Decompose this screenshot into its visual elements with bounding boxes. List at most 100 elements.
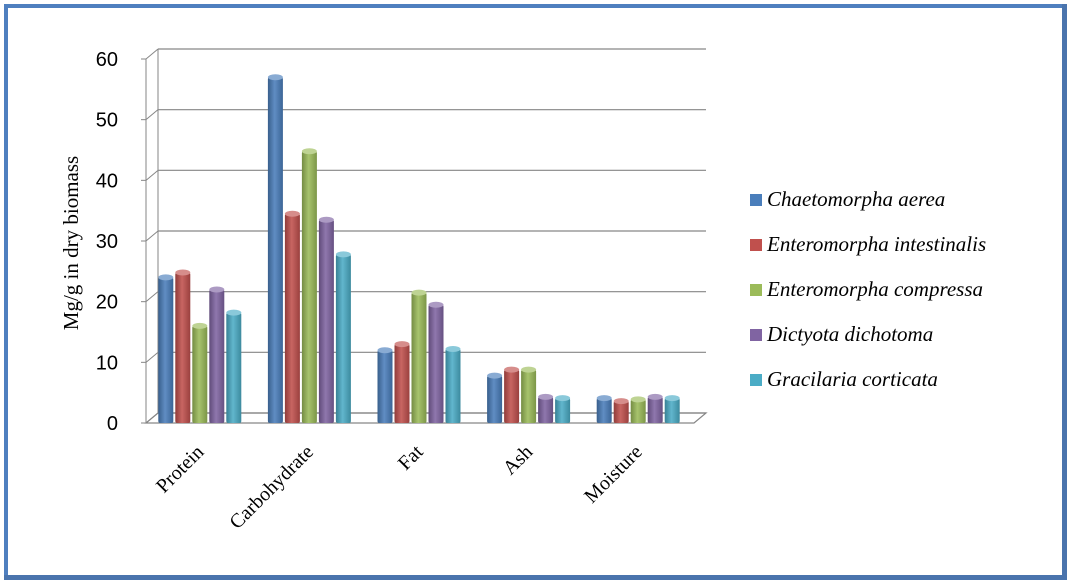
bar-body [521, 369, 537, 423]
bar-body [377, 350, 393, 423]
bar-top [411, 289, 427, 296]
gridline-depth [145, 169, 159, 181]
bar-top [377, 347, 393, 354]
bar [335, 251, 351, 423]
bar-body [301, 151, 317, 424]
gridline-depth [145, 109, 159, 121]
legend: Chaetomorpha aerea Enteromorpha intestina… [750, 187, 986, 391]
bar-top [284, 210, 300, 217]
bar-top [428, 301, 444, 308]
x-category-label: Carbohydrate [225, 441, 318, 534]
bar [267, 74, 283, 423]
bar-top [267, 74, 283, 81]
bar [487, 372, 503, 423]
bar-top [504, 366, 520, 373]
floor-outline [144, 412, 708, 424]
bar-top [538, 393, 554, 400]
bar [394, 341, 410, 423]
bar-top [192, 322, 208, 329]
gridline-depth [145, 230, 159, 242]
bar [538, 393, 554, 423]
gridline-depth [145, 351, 159, 363]
bar [284, 210, 300, 423]
bar [445, 345, 461, 423]
bar-body [318, 219, 334, 423]
bar-top [175, 269, 191, 276]
bar-body [596, 398, 612, 423]
bar-body [428, 304, 444, 423]
x-category-label: Protein [152, 441, 208, 497]
y-tick-label: 50 [96, 110, 118, 132]
bar-body [394, 344, 410, 423]
bar [175, 269, 191, 423]
legend-item: Enteromorpha intestinalis [750, 232, 986, 256]
bar-body [487, 375, 503, 423]
legend-swatch [750, 374, 762, 386]
bar [377, 347, 393, 423]
legend-swatch [750, 239, 762, 251]
bar-body [284, 213, 300, 423]
x-axis-categories: Protein Carbohydrate Fat Ash Moisture [152, 441, 647, 534]
legend-item: Enteromorpha compressa [750, 277, 983, 301]
y-tick-label: 30 [96, 231, 118, 253]
bar-body [555, 398, 571, 423]
y-axis-label: Mg/g in dry biomass [59, 156, 83, 330]
bar [647, 393, 663, 423]
bar-body [630, 399, 646, 423]
chart-floor [144, 412, 708, 424]
bar [318, 216, 334, 423]
legend-swatch [750, 194, 762, 206]
bar [613, 398, 629, 423]
bar-top [158, 274, 174, 281]
bars [158, 74, 680, 424]
x-category-label: Fat [394, 441, 428, 475]
bar [630, 396, 646, 423]
bar-top [613, 398, 629, 405]
legend-label: Chaetomorpha aerea [767, 187, 945, 211]
bar-body [175, 272, 191, 423]
bar-body [664, 398, 680, 423]
bar-top [394, 341, 410, 348]
bar-body [267, 77, 283, 423]
bar-body [209, 289, 225, 423]
x-category-label: Moisture [580, 441, 647, 508]
legend-item: Dictyota dichotoma [750, 322, 933, 346]
bar-body [335, 254, 351, 423]
legend-swatch [750, 329, 762, 341]
legend-item: Chaetomorpha aerea [750, 187, 945, 211]
bar-top [664, 395, 680, 402]
bar-top [445, 345, 461, 352]
y-axis-ticks: 0 10 20 30 40 50 60 [96, 49, 118, 435]
bar [226, 309, 242, 423]
bar-body [504, 369, 520, 423]
bar [521, 366, 537, 423]
bar [192, 322, 208, 423]
bar-top [335, 251, 351, 258]
bar-body [445, 348, 461, 423]
bar-top [318, 216, 334, 223]
bar [158, 274, 174, 423]
bar [555, 395, 571, 423]
x-category-label: Ash [499, 441, 537, 479]
bar-top [226, 309, 242, 316]
bar-body [158, 277, 174, 423]
bar-body [192, 325, 208, 423]
legend-swatch [750, 284, 762, 296]
bar [664, 395, 680, 423]
y-tick-label: 60 [96, 49, 118, 71]
bar-body [647, 396, 663, 423]
bar-top [596, 395, 612, 402]
bar [209, 286, 225, 423]
bar [428, 301, 444, 423]
bar [596, 395, 612, 423]
y-tick-label: 20 [96, 292, 118, 314]
gridline-depth [145, 48, 159, 60]
bar-top [487, 372, 503, 379]
bar-body [538, 396, 554, 423]
bar-top [301, 148, 317, 155]
bar-body [411, 292, 427, 423]
bar-body [226, 312, 242, 423]
y-tick-label: 40 [96, 170, 118, 192]
bar-top [647, 393, 663, 400]
